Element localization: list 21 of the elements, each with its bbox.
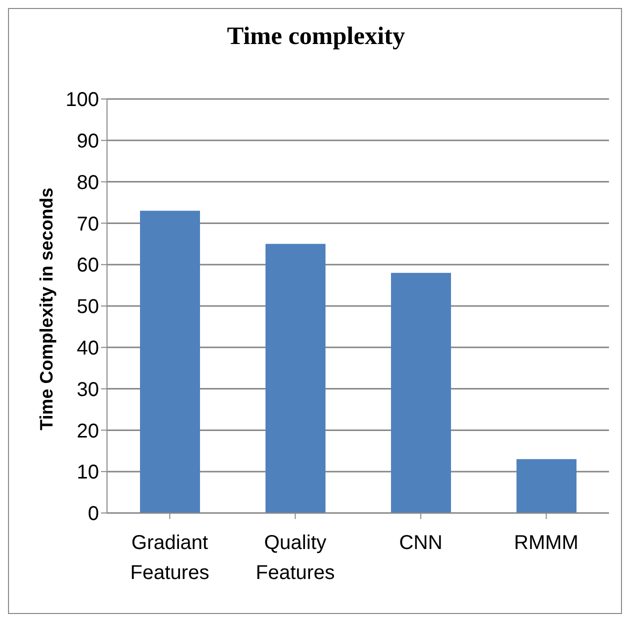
bar — [516, 459, 576, 513]
x-tick-label: RMMM — [514, 532, 578, 554]
x-tick-label: Quality Features — [256, 532, 335, 584]
y-tick-label: 20 — [76, 420, 99, 442]
x-tick-label: CNN — [399, 532, 442, 554]
bar — [140, 210, 200, 513]
y-tick-label: 60 — [76, 254, 99, 277]
y-tick-label: 70 — [76, 213, 99, 236]
y-tick-label: 90 — [76, 130, 99, 152]
y-tick-label: 80 — [76, 172, 99, 194]
y-tick-label: 10 — [76, 462, 99, 484]
bar — [266, 244, 326, 513]
y-tick-label: 50 — [76, 296, 99, 318]
y-tick-label: 40 — [76, 338, 99, 360]
bar — [391, 272, 451, 513]
y-tick-label: 30 — [76, 378, 99, 401]
y-tick-label: 100 — [66, 89, 99, 112]
y-tick-label: 0 — [88, 503, 99, 526]
chart-title: Time complexity — [226, 23, 406, 51]
x-tick-label: Gradiant Features — [130, 532, 210, 584]
y-axis-title: Time Complexity in seconds — [36, 188, 58, 430]
